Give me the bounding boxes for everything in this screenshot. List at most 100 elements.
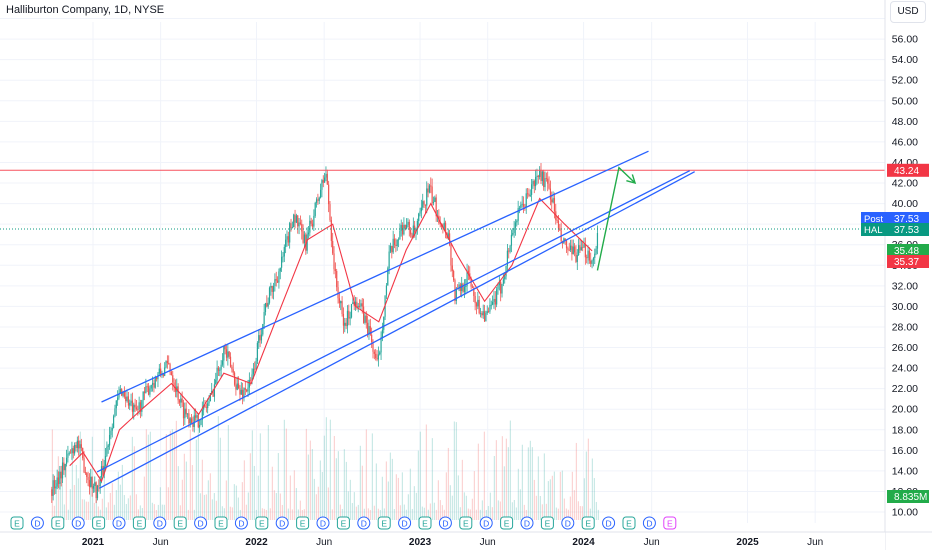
candle-body <box>160 368 162 375</box>
candle-body <box>514 222 517 228</box>
earnings-marker <box>51 516 65 530</box>
volume-bar <box>129 495 131 520</box>
dividend-marker <box>194 516 208 530</box>
dividend-marker <box>602 516 616 530</box>
candle-body <box>263 312 265 325</box>
candle-body <box>532 180 534 185</box>
dividend-marker <box>357 516 371 530</box>
candle-body <box>126 396 128 402</box>
candle-body <box>272 285 275 292</box>
currency-selector[interactable]: USD <box>890 1 926 23</box>
volume-bar <box>375 463 377 520</box>
volume-bar <box>297 509 299 520</box>
earnings-marker <box>296 516 310 530</box>
candle-body <box>356 301 358 308</box>
volume-bar <box>247 492 249 520</box>
candle-body <box>207 403 209 409</box>
volume-bar <box>149 431 151 520</box>
volume-bar <box>307 454 309 520</box>
volume-bar <box>459 507 461 520</box>
volume-bar <box>257 475 259 520</box>
volume-bar <box>543 453 545 520</box>
candle-body <box>354 301 357 306</box>
candle-body <box>276 280 279 283</box>
candle-body <box>104 456 107 466</box>
candle-body <box>125 396 127 402</box>
volume-bar <box>515 507 517 520</box>
candle-body <box>592 257 595 261</box>
volume-bar <box>59 482 61 520</box>
price-tick-label: 26.00 <box>892 342 918 354</box>
volume-bar <box>403 504 405 520</box>
earnings-marker-label: E <box>545 519 551 529</box>
candle-body <box>99 477 101 487</box>
volume-bar <box>305 428 307 520</box>
symbol-price-badge: HAL 37.53 <box>861 223 929 236</box>
candle-body <box>268 287 271 303</box>
candle-body <box>244 388 246 390</box>
candle-body <box>306 234 308 251</box>
candle-body <box>274 279 276 286</box>
dividend-marker <box>438 516 452 530</box>
candle-body <box>455 288 457 302</box>
volume-bar <box>597 509 599 520</box>
dividend-marker-label: D <box>402 519 408 529</box>
volume-bar <box>363 508 365 520</box>
volume-bar <box>93 502 95 520</box>
dividend-marker-label: D <box>279 519 285 529</box>
candle-body <box>530 184 533 195</box>
volume-bar <box>511 502 513 520</box>
volume-bar <box>443 509 445 520</box>
candle-body <box>271 286 273 292</box>
volume-badge: 8.835M <box>887 490 929 503</box>
price-tick-label: 48.00 <box>892 116 918 128</box>
candle-body <box>235 384 237 390</box>
candle-body <box>365 315 367 323</box>
candle-body <box>594 253 596 258</box>
candle-body <box>360 303 362 307</box>
candle-body <box>52 480 54 496</box>
candle-body <box>328 184 330 205</box>
candle-body <box>403 224 405 235</box>
dividend-marker-label: D <box>361 519 367 529</box>
channel-lower-line <box>98 171 695 489</box>
candle-body <box>458 284 460 289</box>
candle-body <box>135 407 138 410</box>
earnings-marker <box>92 516 106 530</box>
candle-body <box>205 407 207 409</box>
candle-body <box>537 175 539 177</box>
volume-bar <box>249 453 251 520</box>
candle-body <box>493 298 495 302</box>
volume-bar <box>379 509 381 520</box>
volume-bar <box>587 438 589 520</box>
volume-bar <box>205 494 207 520</box>
candle-body <box>556 220 558 221</box>
candle-body <box>260 334 263 341</box>
volume-bar <box>239 509 241 520</box>
candle-body <box>494 298 496 305</box>
candle-body <box>114 408 116 417</box>
candle-body <box>583 244 585 248</box>
candle-body <box>250 379 252 381</box>
volume-bar <box>215 500 217 520</box>
candle-body <box>406 224 408 229</box>
candle-body <box>364 315 366 323</box>
volume-bar <box>151 502 153 520</box>
volume-bar <box>461 459 463 520</box>
volume-bar <box>211 499 213 520</box>
volume-bar <box>549 479 551 520</box>
candle-body <box>83 458 85 473</box>
candle-body <box>256 342 259 361</box>
volume-bar <box>507 447 509 520</box>
candle-body <box>143 391 146 394</box>
candle-body <box>439 223 441 224</box>
candle-body <box>387 268 389 286</box>
candle-body <box>487 311 490 312</box>
volume-bars <box>51 416 599 520</box>
candle-body <box>92 485 95 489</box>
earnings-marker <box>459 516 473 530</box>
volume-bar <box>519 489 521 520</box>
volume-bar <box>541 504 543 520</box>
